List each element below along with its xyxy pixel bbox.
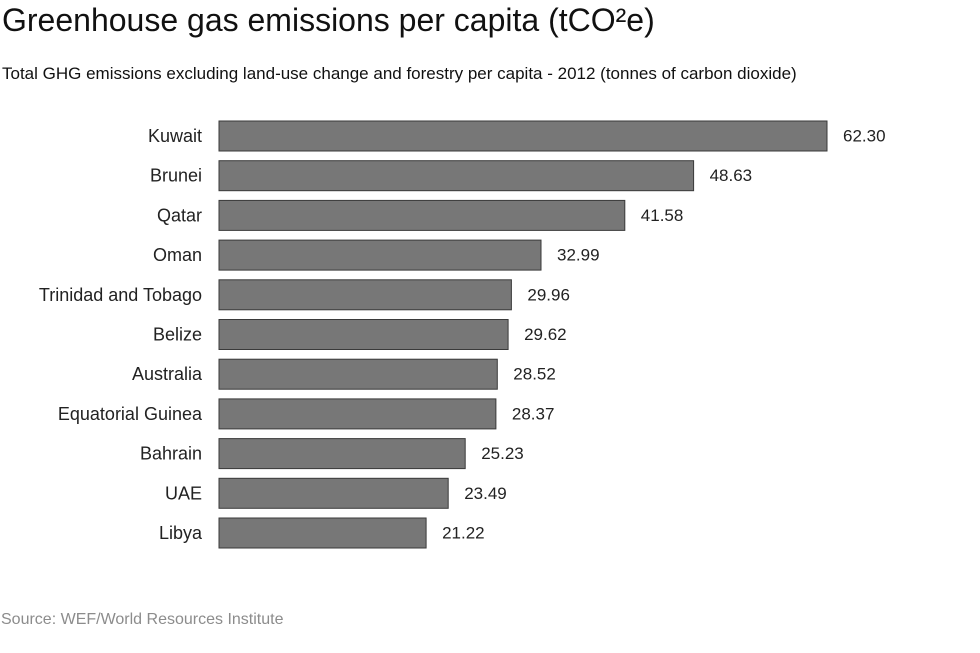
category-label: UAE [165,483,202,503]
category-label: Oman [153,245,202,265]
category-label: Belize [153,325,202,345]
bar-libya [218,517,427,549]
bar-belize [218,319,509,350]
category-label: Australia [132,364,203,384]
value-label: 41.58 [641,206,684,225]
value-label: 62.30 [843,127,886,146]
source-note: Source: WEF/World Resources Institute [1,611,284,628]
bar-australia [218,358,498,390]
category-label: Trinidad and Tobago [39,285,202,305]
value-label: 32.99 [557,246,600,265]
category-label: Bahrain [140,444,202,464]
value-label: 48.63 [710,166,753,185]
value-label: 25.23 [481,444,524,463]
bar-bahrain [218,438,466,470]
bar-qatar [218,199,626,231]
value-label: 28.52 [513,365,556,384]
chart-subtitle: Total GHG emissions excluding land-use c… [2,64,797,83]
bar-kuwait [218,120,828,152]
bar-oman [218,239,542,271]
value-label: 23.49 [464,484,507,503]
bar-equatorial-guinea [218,398,497,430]
bar-uae [218,477,449,509]
category-label: Brunei [150,166,202,186]
value-label: 21.22 [442,524,485,543]
value-label: 29.96 [527,285,570,304]
category-label: Qatar [157,205,202,225]
category-label: Libya [159,523,203,543]
value-label: 28.37 [512,404,555,423]
value-label: 29.62 [524,325,567,344]
bar-trinidad-and-tobago [218,279,512,311]
category-label: Kuwait [148,126,202,146]
chart-title: Greenhouse gas emissions per capita (tCO… [2,2,655,38]
bar-brunei [218,160,695,192]
category-label: Equatorial Guinea [58,404,203,424]
